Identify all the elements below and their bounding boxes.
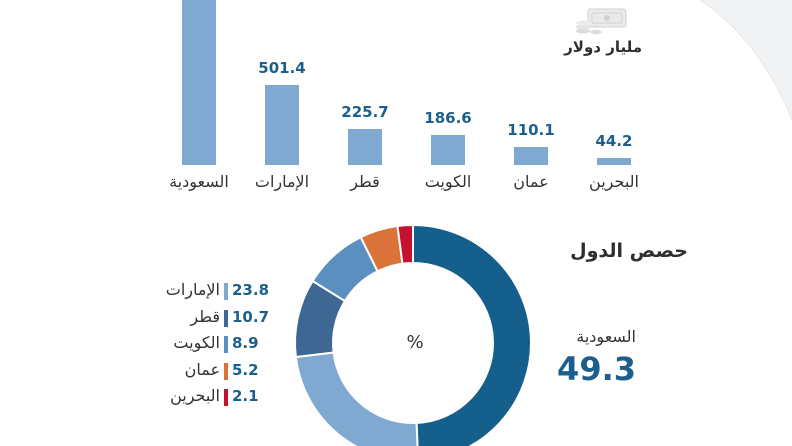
bar-1 bbox=[265, 84, 299, 165]
legend-value: 8.9 bbox=[232, 334, 259, 352]
legend-label: الإمارات bbox=[165, 280, 220, 299]
legend-item: الإمارات 23.8 bbox=[150, 280, 270, 303]
bar-category-label: قطر bbox=[350, 172, 380, 191]
section-title: حصص الدول bbox=[570, 240, 688, 262]
bar-category-label: الكويت bbox=[424, 172, 472, 191]
bar-2 bbox=[348, 128, 382, 165]
legend-label: الكويت bbox=[173, 333, 220, 352]
bar-3 bbox=[431, 135, 465, 165]
legend-swatch bbox=[224, 362, 228, 380]
featured-country-name: السعودية bbox=[576, 327, 636, 346]
legend-value: 5.2 bbox=[232, 360, 259, 379]
bar-category-label: عمان bbox=[513, 172, 549, 191]
bar-category-label: الإمارات bbox=[254, 172, 310, 191]
legend-swatch bbox=[224, 336, 228, 353]
legend-label: قطر bbox=[190, 306, 220, 326]
unit-label: مليار دولار bbox=[564, 38, 642, 56]
legend-value: 2.1 bbox=[232, 387, 259, 405]
bar-value-label: 110.1 bbox=[507, 121, 555, 140]
bar-value-label: 225.7 bbox=[341, 102, 389, 121]
donut-slice-0 bbox=[412, 223, 532, 446]
legend-value: 10.7 bbox=[232, 307, 270, 326]
bar-5 bbox=[597, 157, 631, 165]
bar-0 bbox=[182, 0, 216, 165]
legend-value: 23.8 bbox=[232, 281, 270, 299]
bar-value-label: 44.2 bbox=[595, 131, 633, 150]
donut-slice-5 bbox=[396, 223, 414, 265]
legend-swatch bbox=[224, 389, 228, 406]
bar-category-label: السعودية bbox=[169, 172, 229, 191]
money-stack-icon bbox=[576, 8, 627, 35]
bar-4 bbox=[514, 147, 548, 165]
legend-item: البحرين 2.1 bbox=[150, 386, 270, 409]
legend-swatch bbox=[224, 283, 228, 300]
legend-item: الكويت 8.9 bbox=[150, 333, 270, 356]
legend-label: عمان bbox=[184, 359, 220, 379]
bar-value-label: 501.4 bbox=[258, 58, 306, 77]
bar-value-label: 186.6 bbox=[424, 109, 472, 128]
legend-item: قطر 10.7 bbox=[150, 306, 270, 330]
legend-swatch bbox=[224, 309, 228, 327]
bar-category-label: البحرين bbox=[589, 172, 639, 191]
percent-sign: % bbox=[406, 332, 424, 353]
legend-label: البحرين bbox=[170, 386, 220, 405]
legend-item: عمان 5.2 bbox=[150, 359, 270, 383]
featured-country-value: 49.3 bbox=[557, 350, 636, 388]
donut-slice-1 bbox=[294, 351, 419, 446]
